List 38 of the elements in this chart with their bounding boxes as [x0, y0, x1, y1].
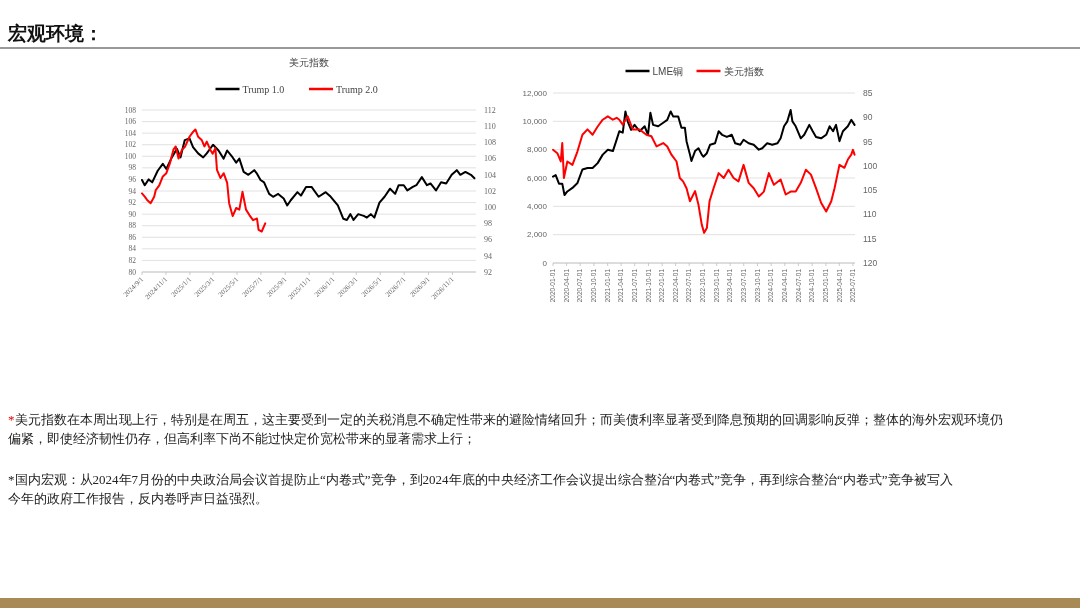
y-tick-label: 2,000 [526, 230, 548, 240]
text: 宏观环境： [7, 23, 103, 44]
line-series [552, 115, 856, 234]
text: *国内宏观：从2024年7月份的中央政治局会议首提防止“内卷式”竞争，到2024年底的中央经济工作会议提出综合整治“内卷式”竞争，再到综合整治“内卷式”竞争被写入今年的政府工作报告，反内卷呼声日益强烈。 [8, 472, 953, 506]
line-series [141, 137, 476, 221]
y2-tick-label: 120 [863, 257, 878, 268]
y2-tick-label: 106 [484, 154, 496, 164]
legend-label: 美元指数 [723, 65, 764, 77]
y2-tick-label: 112 [484, 105, 496, 115]
y2-tick-label: 105 [863, 185, 878, 196]
y-tick-label: 6,000 [526, 173, 548, 183]
chart-title: 美元指数 [289, 57, 329, 68]
y-tick-label: 0 [542, 258, 548, 268]
y-tick-label: 4,000 [526, 202, 548, 212]
y2-tick-label: 108 [484, 138, 496, 148]
y2-tick-label: 95 [863, 136, 873, 147]
legend-label: Trump 1.0 [242, 83, 285, 95]
y2-tick-label: 96 [484, 235, 492, 245]
y2-tick-label: 110 [863, 209, 877, 220]
y-tick-label: 12,000 [522, 88, 548, 98]
y2-tick-label: 94 [484, 251, 492, 261]
y2-tick-label: 115 [863, 233, 877, 244]
y-tick-label: 10,000 [522, 117, 548, 127]
y2-tick-label: 92 [484, 267, 492, 277]
y2-tick-label: 98 [484, 219, 492, 229]
y2-tick-label: 90 [863, 112, 873, 123]
legend-label: LME铜 [652, 65, 684, 77]
line-series [552, 109, 856, 196]
y2-tick-label: 85 [863, 87, 873, 98]
text: *美元指数在本周出现上行，特别是在周五，这主要受到一定的关税消息不确定性带来的避险情绪回升；而美债利率显著受到降息预期的回调影响反弹；整体的海外宏观环境仍偏紧，即使经济韧性仍存，但高利率下尚不能过快定价宽松带来的显著需求上行； [8, 412, 1003, 446]
y2-tick-label: 110 [484, 122, 496, 131]
y2-tick-label: 100 [863, 160, 878, 171]
legend-label: Trump 2.0 [336, 83, 378, 95]
y2-tick-label: 104 [484, 170, 496, 180]
y-tick-label: 8,000 [526, 145, 548, 155]
y2-tick-label: 100 [484, 203, 496, 212]
line-series [141, 128, 267, 233]
y2-tick-label: 102 [484, 186, 496, 196]
